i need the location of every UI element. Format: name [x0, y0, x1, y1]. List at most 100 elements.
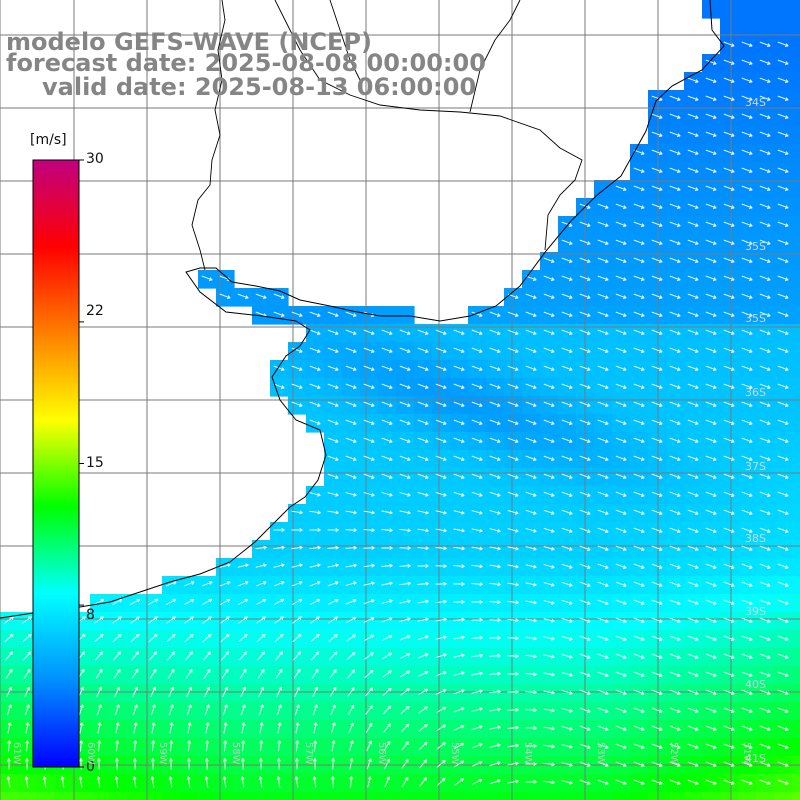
wind-arrow	[723, 257, 735, 263]
wind-arrow	[417, 473, 429, 479]
wind-arrow	[579, 617, 591, 623]
wind-arrow	[561, 744, 573, 749]
wind-arrow	[633, 401, 645, 407]
wind-cell	[720, 738, 739, 757]
wind-arrow	[327, 437, 339, 443]
wind-arrow	[291, 598, 303, 605]
wind-arrow	[579, 221, 591, 227]
wind-arrow	[525, 528, 537, 533]
wind-arrow	[223, 722, 228, 734]
wind-cell	[360, 612, 379, 631]
wind-arrow	[777, 401, 789, 407]
wind-arrow	[489, 761, 501, 767]
wind-cell	[612, 540, 631, 559]
wind-arrow	[309, 528, 321, 532]
wind-cell	[324, 414, 343, 433]
wind-arrow	[741, 635, 753, 641]
wind-arrow	[759, 203, 771, 209]
wind-cell	[252, 702, 271, 721]
wind-cell	[720, 378, 739, 397]
wind-cell	[630, 396, 649, 415]
wind-cell	[288, 648, 307, 667]
wind-arrow	[453, 689, 465, 695]
wind-cell	[702, 90, 721, 109]
wind-arrow	[705, 761, 717, 767]
wind-arrow	[435, 564, 447, 569]
wind-cell	[684, 162, 703, 181]
wind-arrow	[687, 149, 699, 155]
wind-cell	[396, 648, 415, 667]
wind-arrow	[489, 383, 501, 389]
wind-cell	[792, 486, 800, 505]
wind-arrow	[597, 617, 609, 623]
wind-cell	[414, 702, 433, 721]
wind-arrow	[78, 776, 83, 788]
wind-arrow	[777, 563, 789, 569]
wind-arrow	[363, 419, 375, 425]
wind-arrow	[525, 437, 537, 443]
wind-cell	[774, 378, 793, 397]
wind-cell	[360, 432, 379, 451]
wind-arrow	[777, 329, 789, 335]
wind-arrow	[777, 167, 789, 173]
wind-arrow	[435, 689, 447, 695]
wind-arrow	[741, 59, 753, 65]
wind-arrow	[367, 776, 372, 788]
wind-arrow	[759, 257, 771, 263]
wind-cell	[468, 720, 487, 739]
wind-arrow	[276, 758, 281, 770]
wind-arrow	[759, 347, 771, 353]
wind-arrow	[633, 509, 645, 515]
wind-cell	[630, 540, 649, 559]
wind-arrow	[615, 365, 627, 371]
wind-cell	[378, 468, 397, 487]
wind-cell	[468, 774, 487, 793]
wind-cell	[414, 738, 433, 757]
wind-cell	[504, 324, 523, 343]
wind-cell	[702, 234, 721, 253]
wind-cell	[630, 504, 649, 523]
wind-cell	[486, 414, 505, 433]
wind-cell	[720, 18, 739, 37]
wind-arrow	[723, 743, 735, 749]
wind-arrow	[345, 616, 357, 623]
wind-cell	[378, 522, 397, 541]
wind-cell	[360, 522, 379, 541]
wind-cell	[468, 576, 487, 595]
wind-cell	[756, 234, 775, 253]
wind-arrow	[741, 509, 753, 515]
wind-arrow	[777, 293, 789, 299]
wind-cell	[540, 594, 559, 613]
wind-cell	[558, 540, 577, 559]
wind-cell	[666, 342, 685, 361]
wind-arrow	[561, 473, 573, 479]
wind-cell	[486, 684, 505, 703]
wind-cell	[540, 504, 559, 523]
wind-cell	[324, 468, 343, 487]
wind-cell	[522, 468, 541, 487]
wind-cell	[126, 702, 145, 721]
wind-arrow	[579, 419, 591, 425]
wind-arrow	[723, 131, 735, 137]
wind-cell	[288, 792, 307, 800]
wind-cell	[342, 720, 361, 739]
wind-cell	[558, 360, 577, 379]
wind-cell	[630, 792, 649, 800]
wind-arrow	[723, 185, 735, 191]
wind-arrow	[705, 635, 717, 641]
wind-cell	[540, 522, 559, 541]
wind-arrow	[291, 401, 303, 407]
wind-cell	[468, 504, 487, 523]
wind-arrow	[294, 776, 299, 788]
wind-cell	[558, 792, 577, 800]
wind-arrow	[435, 419, 447, 425]
wind-cell	[702, 522, 721, 541]
wind-arrow	[291, 510, 303, 515]
wind-cell	[504, 522, 523, 541]
wind-arrow	[723, 563, 735, 569]
wind-cell	[126, 594, 145, 613]
wind-cell	[306, 792, 325, 800]
wind-arrow	[329, 669, 337, 679]
wind-arrow	[276, 704, 282, 716]
wind-cell	[774, 252, 793, 271]
